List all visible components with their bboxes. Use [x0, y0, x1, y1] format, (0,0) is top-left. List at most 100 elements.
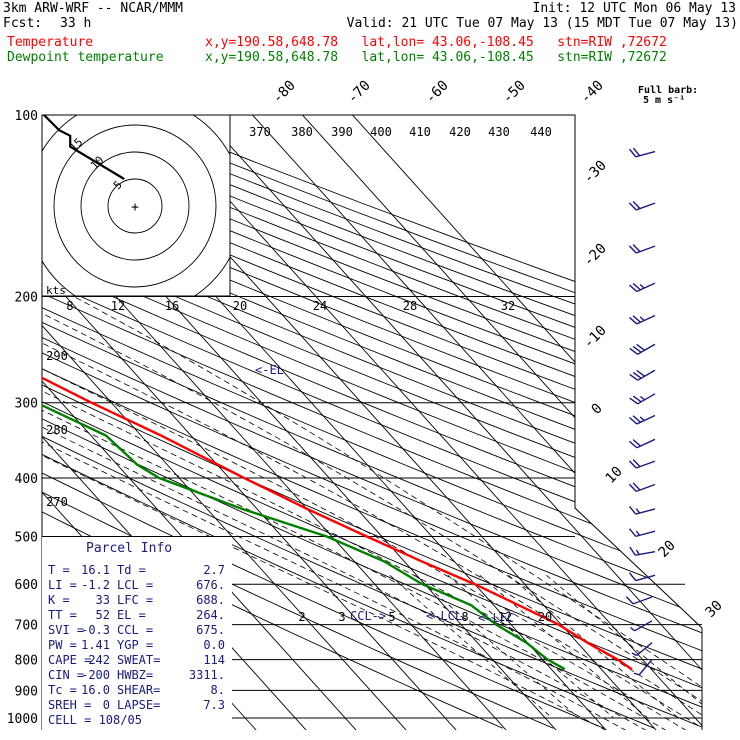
- pressure-label: 600: [15, 578, 38, 593]
- parcel-field-label: SHEAR=: [117, 683, 160, 697]
- isotherm-label: -50: [500, 78, 529, 107]
- wind-barb: [631, 642, 653, 657]
- isotherm-label: -70: [345, 78, 374, 107]
- parcel-field-value: 2.7: [203, 563, 225, 577]
- theta-label: 390: [331, 125, 353, 139]
- wind-barb: [628, 147, 656, 158]
- wind-barb: [628, 528, 656, 538]
- hodograph-trace: [42, 115, 125, 180]
- theta-label: 420: [449, 125, 471, 139]
- parcel-field-value: 33: [96, 593, 110, 607]
- isotherm-label: -10: [581, 323, 610, 352]
- parcel-field-value: -0.3: [81, 623, 110, 637]
- forecast-hour: 33 h: [60, 16, 92, 31]
- wind-barb: [633, 659, 653, 676]
- dewpoint-curve: [42, 115, 566, 671]
- hodograph-speed-label: 16: [165, 299, 179, 313]
- parcel-field-value: 0: [103, 698, 110, 712]
- temperature-curve: [42, 115, 633, 671]
- moist-adiabat-line: [42, 115, 702, 730]
- isotherm-label: 0: [589, 401, 606, 418]
- annotation-lfc: <-LFC: [478, 611, 514, 625]
- full-barb-label: Full barb:: [638, 85, 699, 96]
- parcel-field-value: 688.: [196, 593, 225, 607]
- dry-adiabat-line: [42, 115, 702, 729]
- parcel-field-value: 0.0: [203, 638, 225, 652]
- wind-barb: [628, 282, 656, 293]
- theta-label: 380: [291, 125, 313, 139]
- annotation-lcl: <-LCL: [426, 609, 462, 623]
- wind-barb: [628, 244, 656, 254]
- parcel-field-label: PW =: [48, 638, 77, 652]
- theta-e-label: 290: [46, 349, 68, 363]
- hodograph-ring: [53, 124, 217, 288]
- dry-adiabat-line: [42, 115, 702, 729]
- moist-adiabat-line: [42, 115, 702, 730]
- valid-time: Valid: 21 UTC Tue 07 May 13 (15 MDT Tue …: [346, 16, 738, 31]
- isotherm-line: [42, 115, 368, 730]
- moist-adiabat-line: [42, 115, 687, 730]
- wind-barb: [625, 596, 653, 605]
- wind-barb: [628, 314, 656, 325]
- mixing-ratio-label: 3: [338, 610, 345, 624]
- wind-barb: [628, 482, 656, 493]
- pressure-label: 100: [15, 109, 38, 124]
- hodograph-speed-label: 32: [501, 299, 515, 313]
- parcel-field-value: 264.: [196, 608, 225, 622]
- hodograph-speed-label: 28: [403, 299, 417, 313]
- isotherm-label: 30: [703, 598, 726, 621]
- parcel-info-title: Parcel Info: [86, 541, 172, 556]
- hodograph-speed-label: 24: [313, 299, 327, 313]
- parcel-field-value: -1.2: [81, 578, 110, 592]
- wind-barb: [630, 620, 653, 632]
- theta-label: 370: [249, 125, 271, 139]
- hodograph-speed-label: 8: [66, 299, 73, 313]
- parcel-field-value: 8.: [211, 683, 225, 697]
- pressure-label: 700: [15, 619, 38, 634]
- annotation-el: <-EL: [255, 363, 284, 377]
- isotherm-label: 10: [603, 464, 626, 487]
- parcel-field-value: 3311.: [189, 668, 225, 682]
- theta-label: 430: [488, 125, 510, 139]
- hodograph-center-mark: +: [131, 200, 139, 215]
- mixing-ratio-line: [479, 575, 649, 719]
- parcel-field-label: LCL =: [117, 578, 153, 592]
- theta-e-label: 270: [46, 495, 68, 509]
- wind-barb: [628, 201, 656, 211]
- pressure-label: 400: [15, 472, 38, 487]
- mixing-ratio-label: 5: [388, 610, 395, 624]
- parcel-field-label: SREH =: [48, 698, 91, 712]
- wind-barb: [628, 572, 656, 582]
- isotherm-line: [149, 115, 702, 730]
- isotherm-line: [249, 115, 702, 730]
- parcel-field-label: SVI =: [48, 623, 84, 637]
- mixing-ratio-label: 2: [298, 610, 305, 624]
- parcel-field-label: LAPSE=: [117, 698, 160, 712]
- dry-adiabat-line: [42, 115, 702, 729]
- pressure-label: 900: [15, 684, 38, 699]
- model-title: 3km ARW-WRF -- NCAR/MMM: [3, 1, 184, 16]
- dry-adiabat-line: [42, 115, 702, 729]
- wind-barb: [628, 459, 656, 469]
- parcel-field-value: 675.: [196, 623, 225, 637]
- pressure-label: 200: [15, 291, 38, 306]
- theta-e-label: 280: [46, 423, 68, 437]
- init-time: Init: 12 UTC Mon 06 May 13: [532, 1, 737, 16]
- parcel-field-label: T =: [48, 563, 70, 577]
- hodograph-units: kts: [46, 284, 66, 297]
- parcel-field-label: YGP =: [117, 638, 153, 652]
- parcel-field-value: -200: [81, 668, 110, 682]
- parcel-field-value: 114: [203, 653, 225, 667]
- moist-adiabat-line: [42, 115, 702, 730]
- dry-adiabat-line: [42, 115, 702, 729]
- parcel-field-label: CIN =: [48, 668, 84, 682]
- pressure-label: 800: [15, 654, 38, 669]
- parcel-field-value: 676.: [196, 578, 225, 592]
- mixing-ratio-line: [447, 575, 615, 719]
- dry-adiabat-line: [42, 115, 702, 729]
- wind-barb: [628, 414, 656, 425]
- diagram-frame: [42, 114, 703, 730]
- isotherm-line: [199, 115, 702, 730]
- theta-label: 410: [409, 125, 431, 139]
- parcel-field-value: 16.0: [81, 683, 110, 697]
